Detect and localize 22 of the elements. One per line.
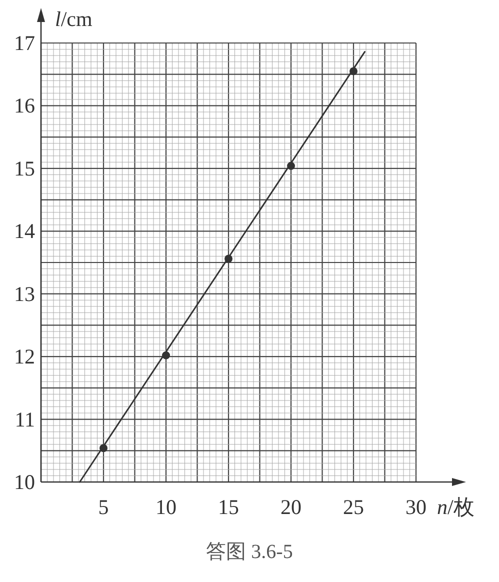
x-axis-title: n/枚 [437, 495, 474, 519]
y-tick-label: 10 [14, 470, 35, 494]
x-tick-label: 25 [343, 495, 364, 519]
x-tick-label: 30 [406, 495, 426, 519]
y-tick-label: 14 [14, 219, 36, 244]
x-tick-label: 20 [280, 495, 302, 519]
point [287, 162, 295, 170]
y-tick-label: 11 [14, 407, 35, 432]
point [224, 254, 232, 263]
point [162, 351, 170, 360]
x-tick-label: 15 [218, 495, 239, 519]
y-tick-label: 15 [14, 156, 35, 180]
y-tick-label: 16 [14, 94, 35, 118]
text: 答图 3.6-5 [206, 541, 293, 563]
point [100, 444, 108, 452]
y-tick-label: 12 [14, 344, 35, 369]
y-tick-label: 13 [14, 282, 35, 306]
y-tick-label: 17 [14, 31, 35, 55]
x-tick-label: 10 [156, 495, 176, 519]
point [350, 67, 358, 76]
y-axis-title: l/cm [55, 7, 92, 31]
x-tick-label: 5 [98, 495, 109, 519]
